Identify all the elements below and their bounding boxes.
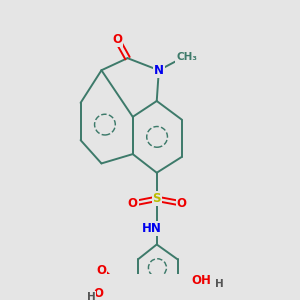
- Text: N: N: [154, 64, 164, 77]
- Text: O: O: [94, 287, 104, 300]
- Text: H: H: [215, 279, 224, 289]
- Text: CH₃: CH₃: [176, 52, 197, 62]
- Text: S: S: [152, 192, 161, 205]
- Text: O: O: [177, 197, 187, 210]
- Text: HN: HN: [142, 222, 162, 235]
- Text: O: O: [112, 33, 122, 46]
- Text: O: O: [128, 197, 138, 210]
- Text: O: O: [97, 264, 106, 277]
- Text: H: H: [87, 292, 95, 300]
- Text: OH: OH: [192, 274, 212, 287]
